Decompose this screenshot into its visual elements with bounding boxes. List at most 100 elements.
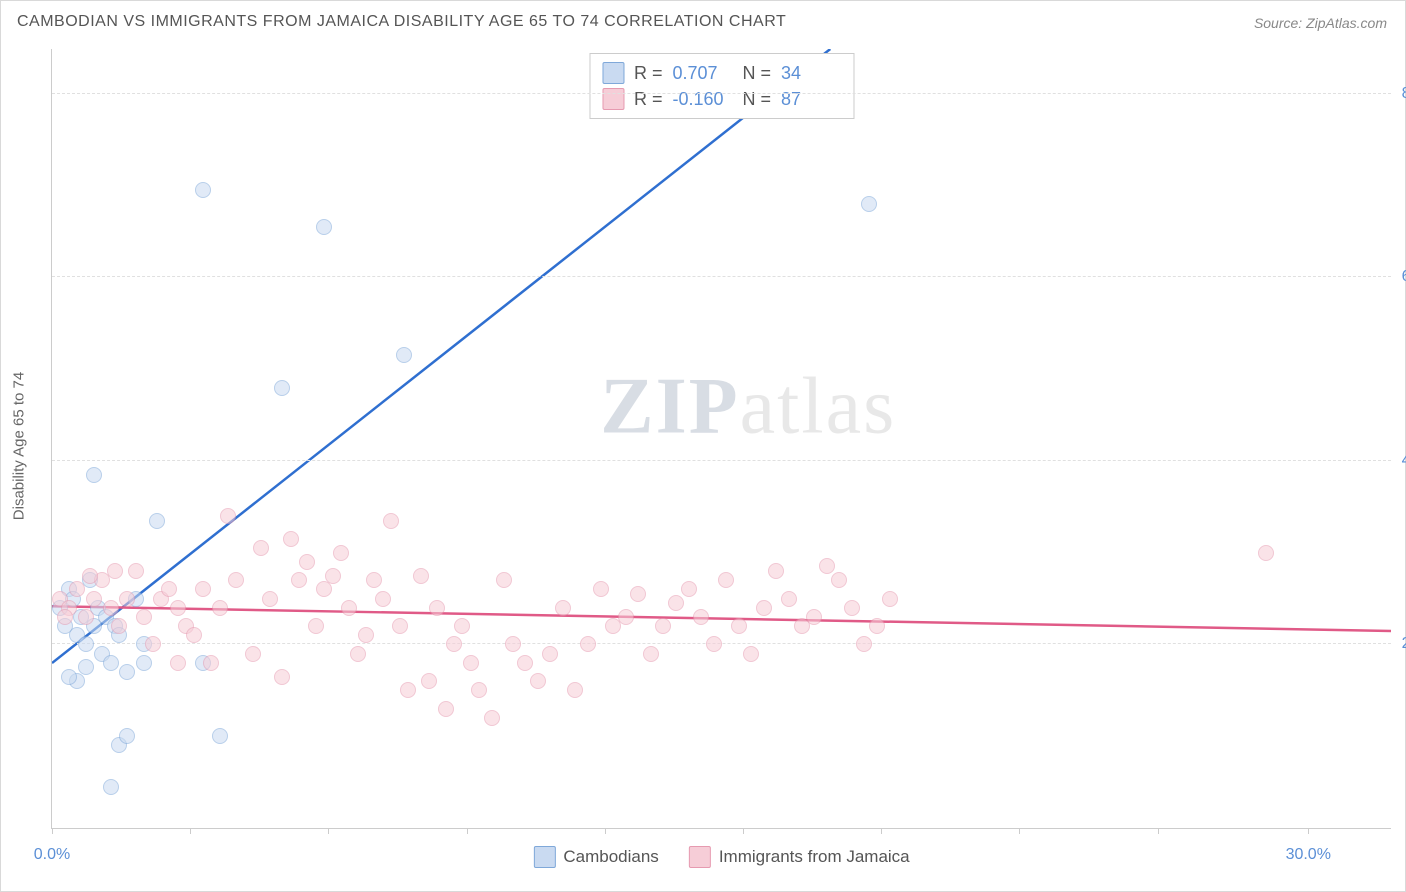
- legend-swatch-0: [602, 62, 624, 84]
- scatter-point: [882, 591, 898, 607]
- trend-line: [52, 606, 1391, 631]
- x-tick-label: 30.0%: [1286, 846, 1331, 864]
- chart-title: CAMBODIAN VS IMMIGRANTS FROM JAMAICA DIS…: [17, 13, 786, 31]
- scatter-point: [819, 558, 835, 574]
- scatter-point: [136, 609, 152, 625]
- watermark-zip: ZIP: [600, 363, 739, 451]
- x-tick: [1308, 828, 1309, 834]
- watermark-atlas: atlas: [740, 363, 897, 451]
- scatter-point: [542, 646, 558, 662]
- legend-row-series-1: R = -0.160 N = 87: [602, 86, 841, 112]
- scatter-point: [149, 513, 165, 529]
- scatter-point: [82, 568, 98, 584]
- y-tick-label: 60.0%: [1402, 268, 1406, 286]
- legend-bottom-swatch-1: [689, 846, 711, 868]
- scatter-point: [781, 591, 797, 607]
- scatter-point: [341, 600, 357, 616]
- scatter-point: [61, 669, 77, 685]
- scatter-point: [274, 380, 290, 396]
- scatter-point: [170, 655, 186, 671]
- scatter-point: [299, 554, 315, 570]
- scatter-point: [119, 664, 135, 680]
- scatter-point: [400, 682, 416, 698]
- scatter-point: [220, 508, 236, 524]
- scatter-point: [212, 728, 228, 744]
- scatter-point: [618, 609, 634, 625]
- scatter-point: [429, 600, 445, 616]
- scatter-point: [350, 646, 366, 662]
- scatter-point: [831, 572, 847, 588]
- legend-row-series-0: R = 0.707 N = 34: [602, 60, 841, 86]
- scatter-point: [86, 591, 102, 607]
- scatter-point: [463, 655, 479, 671]
- scatter-point: [693, 609, 709, 625]
- n-label-1: N =: [743, 89, 772, 110]
- scatter-point: [316, 581, 332, 597]
- scatter-point: [291, 572, 307, 588]
- scatter-point: [643, 646, 659, 662]
- scatter-point: [103, 779, 119, 795]
- scatter-point: [170, 600, 186, 616]
- scatter-point: [245, 646, 261, 662]
- scatter-point: [283, 531, 299, 547]
- x-tick: [467, 828, 468, 834]
- scatter-point: [107, 563, 123, 579]
- scatter-point: [869, 618, 885, 634]
- r-label-0: R =: [634, 63, 663, 84]
- x-tick-label: 0.0%: [34, 846, 70, 864]
- scatter-point: [756, 600, 772, 616]
- scatter-point: [706, 636, 722, 652]
- scatter-point: [136, 655, 152, 671]
- scatter-point: [325, 568, 341, 584]
- legend-label-0: Cambodians: [563, 847, 658, 867]
- scatter-point: [856, 636, 872, 652]
- r-value-0: 0.707: [673, 63, 733, 84]
- scatter-point: [421, 673, 437, 689]
- scatter-point: [308, 618, 324, 634]
- scatter-point: [446, 636, 462, 652]
- scatter-point: [413, 568, 429, 584]
- gridline: [52, 93, 1391, 94]
- scatter-point: [806, 609, 822, 625]
- scatter-point: [212, 600, 228, 616]
- x-tick: [328, 828, 329, 834]
- scatter-point: [731, 618, 747, 634]
- series-legend: Cambodians Immigrants from Jamaica: [533, 846, 909, 868]
- scatter-point: [655, 618, 671, 634]
- trend-line: [52, 49, 830, 663]
- scatter-point: [383, 513, 399, 529]
- legend-item-0: Cambodians: [533, 846, 658, 868]
- scatter-point: [375, 591, 391, 607]
- scatter-point: [69, 581, 85, 597]
- x-tick: [190, 828, 191, 834]
- scatter-point: [78, 659, 94, 675]
- x-tick: [605, 828, 606, 834]
- scatter-point: [119, 591, 135, 607]
- scatter-point: [228, 572, 244, 588]
- scatter-point: [333, 545, 349, 561]
- legend-bottom-swatch-0: [533, 846, 555, 868]
- scatter-point: [86, 467, 102, 483]
- scatter-point: [358, 627, 374, 643]
- scatter-point: [681, 581, 697, 597]
- scatter-point: [861, 196, 877, 212]
- scatter-point: [580, 636, 596, 652]
- gridline: [52, 276, 1391, 277]
- scatter-point: [262, 591, 278, 607]
- trend-lines-layer: [52, 49, 1391, 828]
- scatter-point: [366, 572, 382, 588]
- r-value-1: -0.160: [673, 89, 733, 110]
- legend-item-1: Immigrants from Jamaica: [689, 846, 910, 868]
- y-tick-label: 40.0%: [1402, 452, 1406, 470]
- scatter-point: [78, 636, 94, 652]
- x-tick: [1158, 828, 1159, 834]
- scatter-point: [111, 618, 127, 634]
- y-tick-label: 20.0%: [1402, 635, 1406, 653]
- scatter-point: [392, 618, 408, 634]
- x-tick: [881, 828, 882, 834]
- scatter-point: [567, 682, 583, 698]
- n-value-1: 87: [781, 89, 841, 110]
- y-tick-label: 80.0%: [1402, 85, 1406, 103]
- gridline: [52, 460, 1391, 461]
- x-tick: [743, 828, 744, 834]
